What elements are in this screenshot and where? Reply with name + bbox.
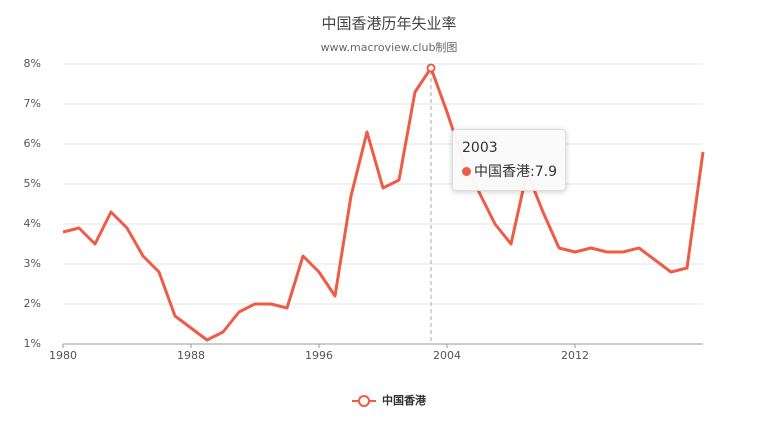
x-tick-label: 2004 — [433, 349, 461, 362]
chart-subtitle: www.macroview.club制图 — [321, 41, 458, 54]
line-series — [62, 66, 705, 342]
y-tick-label: 2% — [24, 297, 41, 310]
x-tick-label: 2012 — [561, 349, 589, 362]
tooltip-text: 中国香港:7.9 — [474, 164, 557, 180]
y-tick-label: 7% — [24, 97, 41, 110]
y-tick-label: 6% — [24, 137, 41, 150]
legend-marker — [358, 395, 370, 407]
y-tick-label: 8% — [24, 57, 41, 70]
tooltip-dot — [462, 167, 471, 176]
y-tick-label: 1% — [24, 337, 41, 350]
tooltip-title: 2003 — [462, 140, 498, 156]
tooltip-row: 中国香港:7.9 — [462, 161, 565, 181]
y-tick-label: 5% — [24, 177, 41, 190]
x-tick-label: 1996 — [305, 349, 333, 362]
chart-title: 中国香港历年失业率 — [321, 15, 456, 33]
legend-label: 中国香港 — [382, 393, 427, 407]
x-tick-label: 1988 — [177, 349, 205, 362]
tooltip: 2003 中国香港:7.9 — [452, 129, 566, 191]
x-tick-label: 1980 — [49, 349, 77, 362]
y-tick-label: 3% — [24, 257, 41, 270]
highlight-point — [426, 63, 436, 73]
y-tick-label: 4% — [24, 217, 41, 230]
